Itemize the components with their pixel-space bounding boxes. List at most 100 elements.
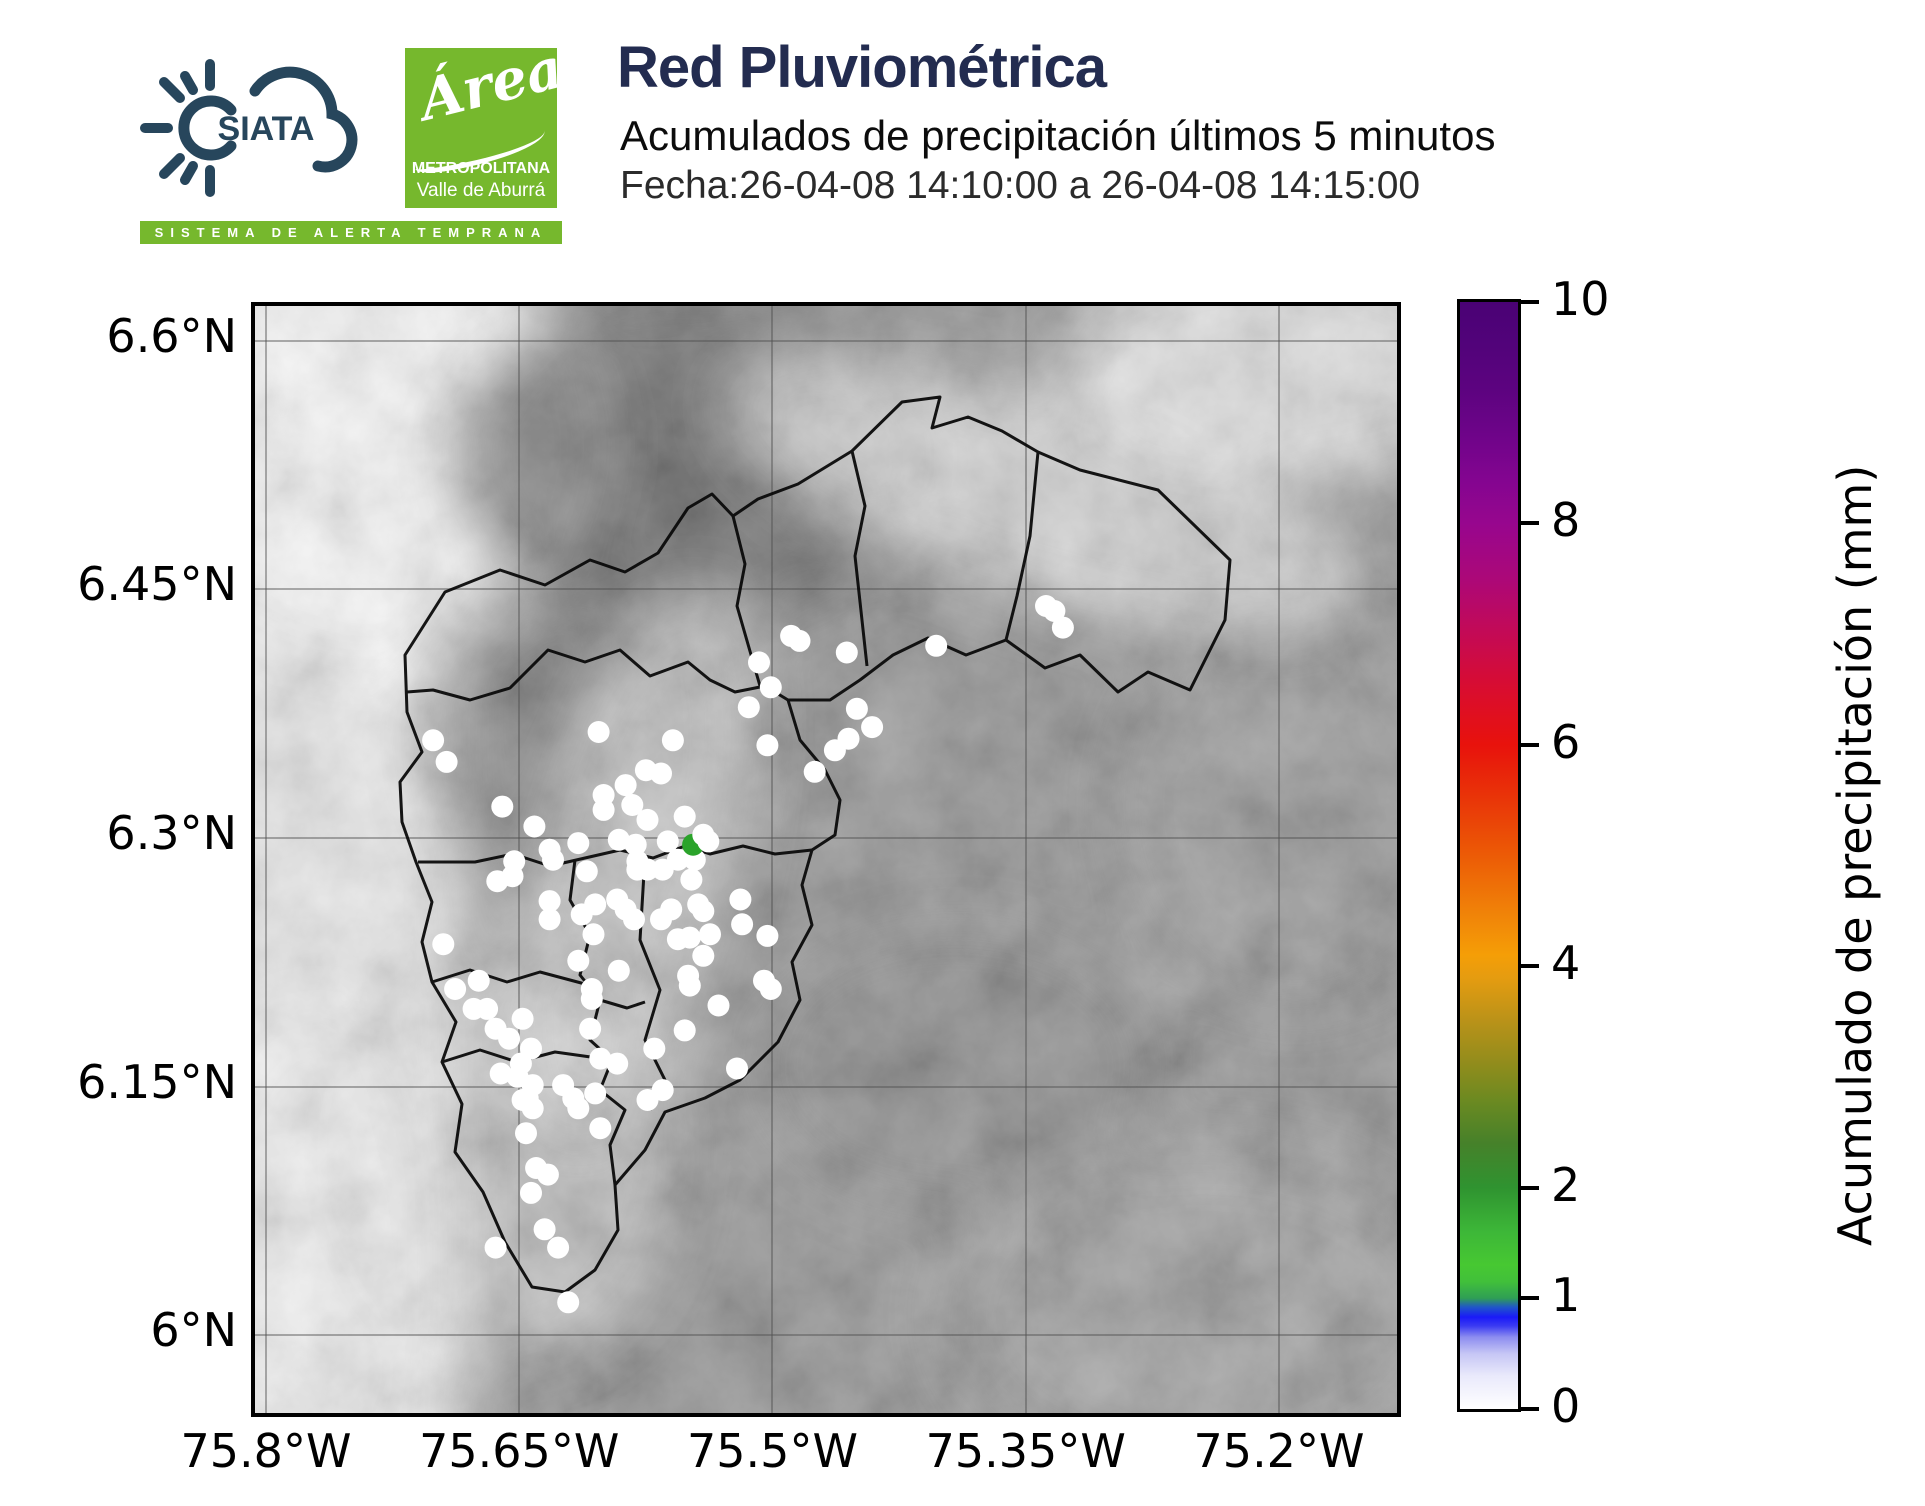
gridline-lat: [255, 1085, 1397, 1088]
station-dot: [748, 651, 770, 674]
station-dot: [538, 890, 561, 913]
colorbar-tick-label: 4: [1551, 936, 1581, 991]
station-dot: [650, 762, 672, 785]
station-dot: [697, 830, 720, 853]
station-dot: [726, 1057, 748, 1080]
x-tick-label: 75.5°W: [687, 1424, 858, 1478]
station-dot: [567, 832, 590, 855]
station-dot: [584, 1082, 607, 1105]
station-dot: [607, 828, 630, 851]
station-dot: [484, 1236, 507, 1259]
station-dot: [467, 969, 490, 992]
station-dot: [651, 1079, 674, 1102]
colorbar-tick-mark: [1521, 1185, 1539, 1190]
station-dot: [803, 760, 826, 783]
station-dot: [538, 908, 561, 931]
station-dot: [788, 629, 811, 652]
map-canvas: [251, 302, 1401, 1417]
longitude-axis-labels: 75.8°W 75.65°W 75.5°W 75.35°W 75.2°W: [0, 1424, 1925, 1484]
colorbar-tick-label: 2: [1551, 1157, 1581, 1212]
boundary-barbosa: [1004, 451, 1040, 641]
colorbar-tick-label: 1: [1551, 1268, 1581, 1323]
gridline-lon: [771, 306, 774, 1413]
station-dot: [621, 794, 644, 816]
siata-banner: SISTEMA DE ALERTA TEMPRANA: [140, 221, 562, 244]
station-dot: [570, 903, 593, 926]
gridline-lon: [1024, 306, 1027, 1413]
sun-rays-icon: [140, 59, 215, 197]
area-logo-script: Área: [412, 34, 570, 135]
station-dot: [542, 848, 564, 871]
station-dot: [737, 696, 760, 719]
station-dot: [567, 949, 590, 972]
station-dot: [823, 739, 846, 762]
station-dot: [680, 868, 703, 891]
station-dot: [756, 734, 779, 757]
colorbar-tick-mark: [1521, 300, 1539, 304]
station-dot: [533, 1218, 556, 1241]
gridline-lon: [1277, 306, 1280, 1413]
station-dot: [498, 1027, 521, 1050]
station-dot: [650, 908, 672, 931]
page-subtitle: Acumulados de precipitación últimos 5 mi…: [620, 112, 1496, 159]
station-dot: [731, 913, 754, 936]
siata-sun-c-arc: [178, 95, 237, 161]
colorbar-tick-mark: [1521, 1407, 1539, 1411]
station-dot: [435, 750, 458, 773]
station-dot: [607, 959, 630, 982]
area-logo-line2: Valle de Aburrá: [416, 180, 546, 201]
station-dot: [759, 978, 782, 1000]
gridline-lat: [255, 339, 1397, 342]
colorbar-tick-label: 10: [1551, 272, 1610, 326]
station-dot: [575, 860, 598, 883]
station-dot: [699, 923, 721, 946]
station-dot: [623, 908, 645, 931]
station-dot: [547, 1236, 570, 1259]
station-dot: [489, 1062, 512, 1085]
station-dot: [624, 833, 647, 856]
station-dot: [729, 888, 752, 911]
x-tick-label: 75.2°W: [1193, 1424, 1365, 1478]
y-tick-label: 6.15°N: [77, 1054, 237, 1109]
station-dot: [673, 805, 696, 828]
area-logo-line1: METROPOLITANA: [411, 160, 551, 177]
station-dot: [707, 994, 730, 1017]
colorbar-tick-mark: [1521, 1296, 1539, 1301]
station-dot: [636, 808, 659, 831]
station-dot: [432, 933, 455, 956]
station-dot: [567, 1097, 590, 1120]
y-tick-label: 6°N: [150, 1303, 237, 1358]
latitude-axis-labels: 6.6°N 6.45°N 6.3°N 6.15°N 6°N: [0, 302, 237, 1409]
gridline-lon: [264, 306, 267, 1413]
station-dot: [579, 1017, 602, 1040]
station-dot: [444, 978, 467, 1000]
boundary-girardota: [850, 450, 869, 667]
station-dot: [656, 830, 679, 853]
station-dot: [476, 997, 499, 1020]
boundary-north-divider: [406, 648, 789, 702]
x-tick-label: 75.35°W: [925, 1424, 1126, 1478]
station-dot: [614, 774, 637, 797]
y-tick-label: 6.6°N: [106, 308, 237, 363]
station-dot: [845, 697, 868, 720]
station-dot: [661, 729, 684, 752]
station-dot: [523, 815, 546, 838]
station-dot: [1043, 600, 1066, 622]
station-dot: [666, 928, 689, 951]
station-dot: [925, 634, 948, 657]
station-dot: [606, 1052, 629, 1075]
station-dot: [589, 1117, 612, 1140]
station-dot: [759, 676, 782, 699]
siata-logo: SIATA: [140, 59, 358, 197]
station-dot: [587, 721, 610, 743]
station-dot: [491, 795, 514, 818]
area-metropolitana-logo: Área METROPOLITANA Valle de Aburrá: [405, 35, 569, 208]
station-dot: [557, 1291, 580, 1314]
station-dot: [536, 1163, 559, 1186]
x-tick-label: 75.8°W: [180, 1424, 352, 1478]
station-dot: [835, 641, 858, 664]
x-tick-label: 75.65°W: [419, 1424, 620, 1478]
cloud-icon: [249, 66, 358, 173]
station-dot: [756, 924, 779, 947]
